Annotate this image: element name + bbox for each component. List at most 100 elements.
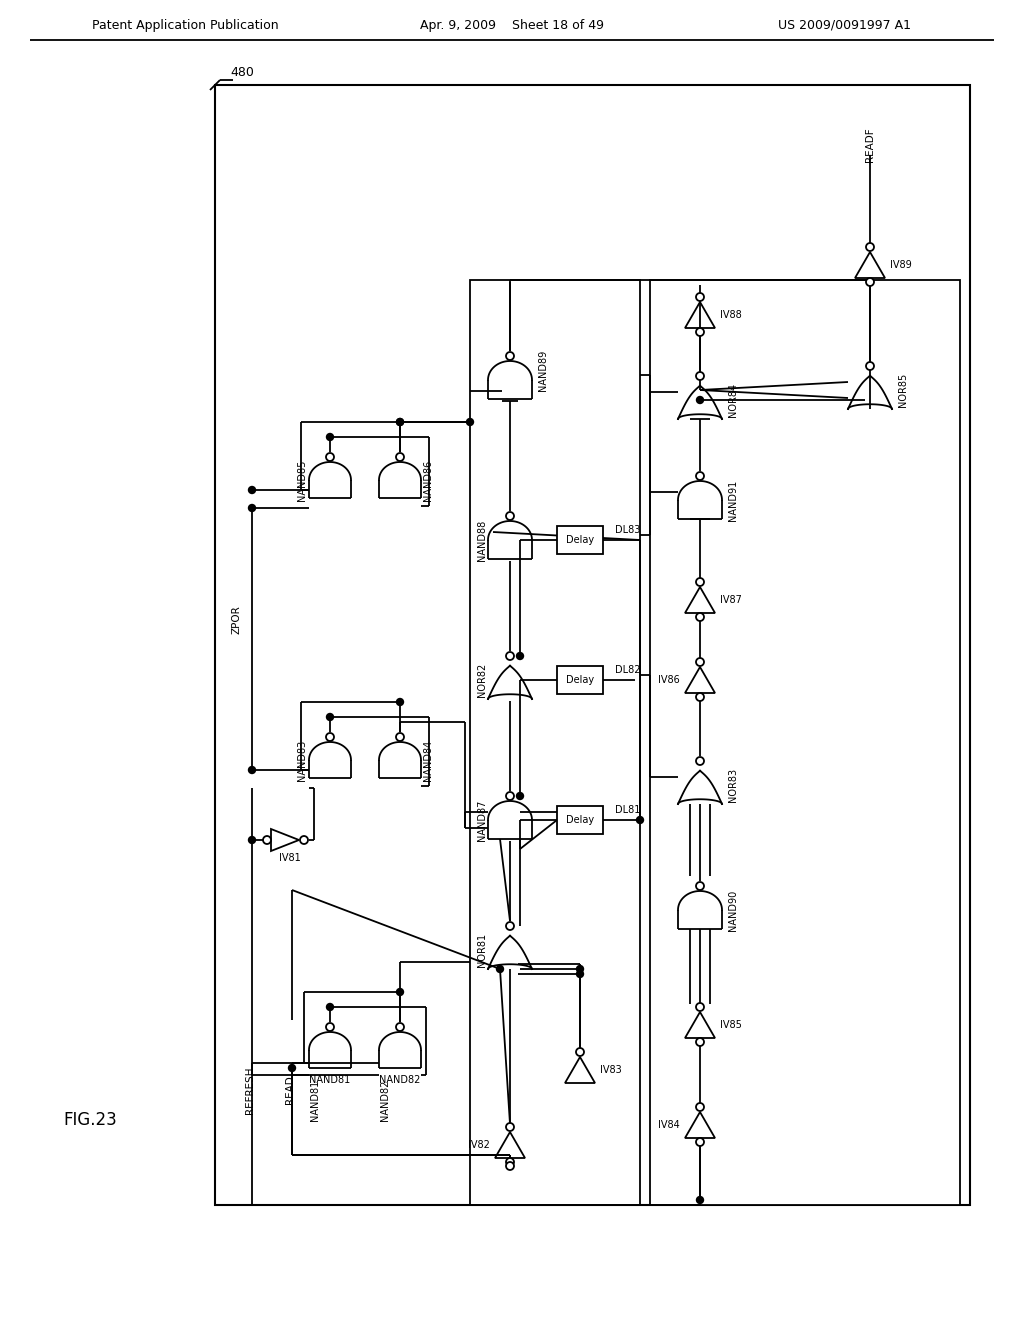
Circle shape (300, 836, 308, 843)
Text: NAND90: NAND90 (728, 890, 738, 931)
Circle shape (696, 1104, 705, 1111)
Circle shape (866, 279, 874, 286)
Bar (470, 280, 640, 1205)
Circle shape (263, 836, 271, 843)
Circle shape (577, 970, 584, 978)
Text: DL82: DL82 (615, 665, 640, 675)
Text: NAND83: NAND83 (297, 739, 307, 780)
Circle shape (506, 1162, 514, 1170)
Text: NOR81: NOR81 (477, 933, 487, 968)
Text: IV88: IV88 (720, 310, 741, 319)
Text: NAND82: NAND82 (380, 1080, 390, 1121)
Circle shape (696, 372, 705, 380)
Circle shape (696, 1196, 703, 1204)
Bar (557, 807, 603, 834)
Text: FIG.23: FIG.23 (63, 1111, 117, 1129)
Text: NAND91: NAND91 (728, 479, 738, 520)
Text: IV85: IV85 (720, 1020, 741, 1030)
Circle shape (497, 965, 504, 973)
Circle shape (506, 1158, 514, 1166)
Circle shape (696, 882, 705, 890)
Circle shape (249, 837, 256, 843)
Text: 480: 480 (230, 66, 254, 79)
Text: ZPOR: ZPOR (232, 606, 242, 635)
Circle shape (575, 1048, 584, 1056)
Circle shape (696, 693, 705, 701)
Text: DL81: DL81 (615, 805, 640, 814)
Circle shape (696, 293, 705, 301)
Circle shape (326, 1023, 334, 1031)
Circle shape (396, 989, 403, 995)
Text: IV83: IV83 (600, 1065, 622, 1074)
Bar (215, 84, 970, 1205)
Circle shape (696, 657, 705, 667)
Circle shape (396, 418, 403, 425)
Circle shape (506, 921, 514, 931)
Circle shape (866, 243, 874, 251)
Circle shape (396, 453, 404, 461)
Circle shape (326, 733, 334, 741)
Circle shape (249, 767, 256, 774)
Text: IV89: IV89 (890, 260, 911, 271)
Bar (650, 280, 961, 1205)
Text: Patent Application Publication: Patent Application Publication (92, 18, 279, 32)
Text: NAND88: NAND88 (477, 519, 487, 561)
Text: NAND81: NAND81 (309, 1074, 350, 1085)
Circle shape (577, 965, 584, 973)
Circle shape (696, 756, 705, 766)
Circle shape (637, 817, 643, 824)
Circle shape (696, 473, 705, 480)
Circle shape (327, 714, 334, 721)
Text: IV87: IV87 (720, 595, 741, 605)
Circle shape (289, 1064, 296, 1072)
Text: NOR84: NOR84 (728, 383, 738, 417)
Circle shape (396, 698, 403, 705)
Circle shape (327, 1003, 334, 1011)
Text: IV82: IV82 (468, 1140, 490, 1150)
Text: NOR82: NOR82 (477, 663, 487, 697)
Text: REFRESH: REFRESH (245, 1067, 255, 1114)
Circle shape (506, 352, 514, 360)
Circle shape (696, 1003, 705, 1011)
Text: Apr. 9, 2009    Sheet 18 of 49: Apr. 9, 2009 Sheet 18 of 49 (420, 18, 604, 32)
Text: Delay: Delay (566, 535, 594, 545)
Circle shape (249, 487, 256, 494)
Circle shape (696, 1138, 705, 1146)
Text: IV86: IV86 (658, 675, 680, 685)
Circle shape (696, 396, 703, 404)
Circle shape (506, 1123, 514, 1131)
Circle shape (866, 362, 874, 370)
Circle shape (696, 612, 705, 620)
Circle shape (396, 418, 403, 425)
Circle shape (696, 327, 705, 337)
Circle shape (396, 733, 404, 741)
Text: READ: READ (285, 1076, 295, 1105)
Text: NAND84: NAND84 (423, 739, 433, 780)
Text: US 2009/0091997 A1: US 2009/0091997 A1 (778, 18, 911, 32)
Text: Delay: Delay (566, 814, 594, 825)
Circle shape (516, 652, 523, 660)
Circle shape (326, 453, 334, 461)
Text: IV81: IV81 (280, 853, 301, 863)
Text: NOR83: NOR83 (728, 768, 738, 803)
Circle shape (696, 1038, 705, 1045)
Text: NAND85: NAND85 (297, 459, 307, 500)
Bar (557, 667, 603, 694)
Circle shape (396, 1023, 404, 1031)
Circle shape (506, 512, 514, 520)
Bar (557, 525, 603, 554)
Circle shape (506, 652, 514, 660)
Text: NAND86: NAND86 (423, 459, 433, 500)
Circle shape (467, 418, 473, 425)
Circle shape (696, 578, 705, 586)
Text: DL83: DL83 (615, 525, 640, 535)
Circle shape (506, 792, 514, 800)
Text: NAND89: NAND89 (538, 350, 548, 391)
Text: NOR85: NOR85 (898, 372, 908, 407)
Text: NAND81: NAND81 (310, 1080, 319, 1121)
Text: NAND87: NAND87 (477, 800, 487, 841)
Circle shape (327, 433, 334, 441)
Text: NAND82: NAND82 (379, 1074, 421, 1085)
Text: Delay: Delay (566, 675, 594, 685)
Text: READF: READF (865, 128, 874, 162)
